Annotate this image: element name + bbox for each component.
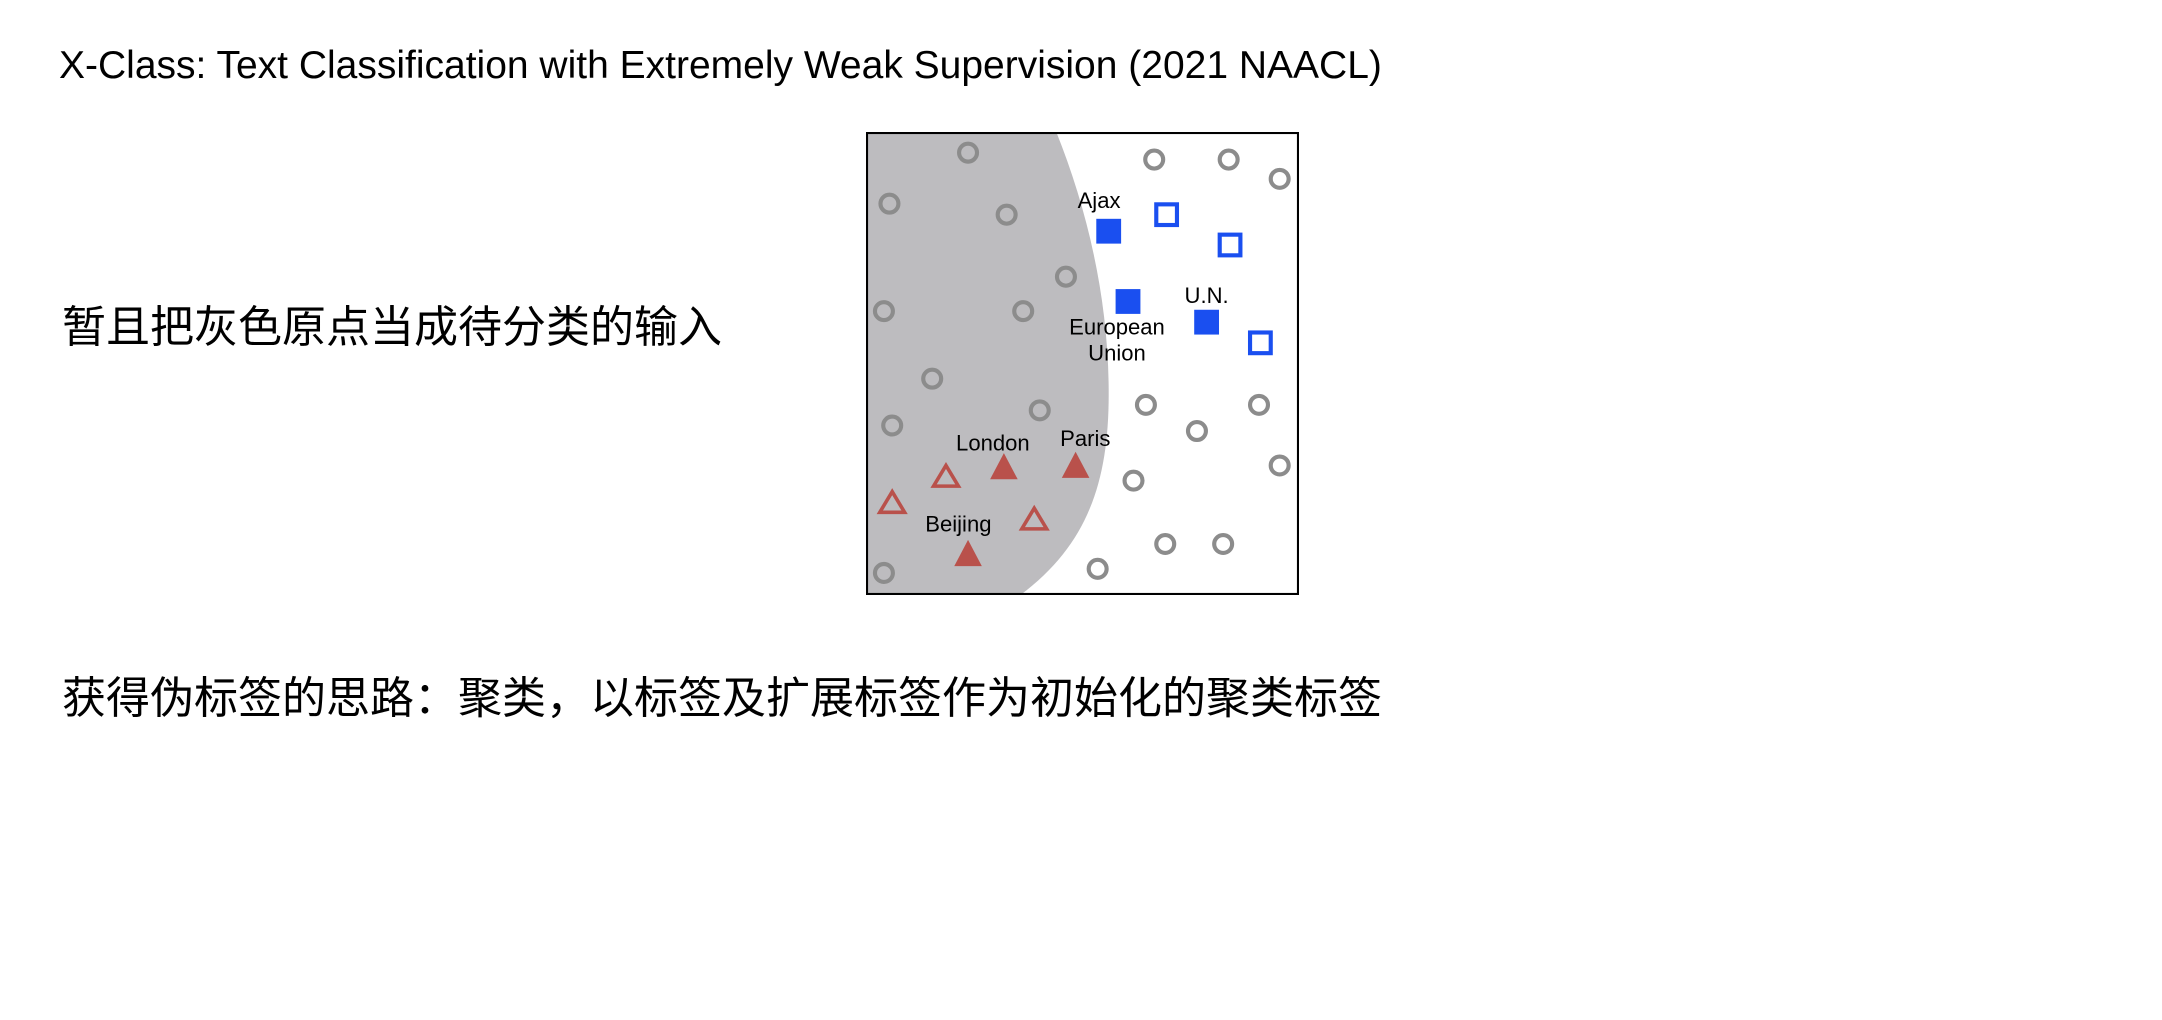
label-union: Union	[1088, 341, 1146, 366]
label-european: European	[1069, 315, 1165, 340]
unlabeled-circle	[921, 367, 944, 390]
unlabeled-circle	[957, 141, 980, 164]
unlabeled-circle	[1143, 148, 1166, 171]
unlabeled-circle	[1122, 469, 1145, 492]
unlabeled-circle	[881, 414, 904, 437]
seed-triangle-beijing	[954, 539, 982, 567]
expanded-triangle	[1018, 504, 1050, 531]
unlabeled-circle	[1134, 393, 1157, 416]
unlabeled-circle	[1154, 532, 1177, 556]
expanded-square	[1247, 330, 1273, 356]
slide-text-input-note: 暂且把灰色原点当成待分类的输入	[62, 303, 722, 352]
seed-square-european-union	[1115, 289, 1141, 314]
figure-border	[866, 132, 1299, 595]
unlabeled-circle	[878, 192, 901, 215]
label-ajax: Ajax	[1078, 188, 1121, 213]
slide-title: X-Class: Text Classification with Extrem…	[59, 44, 1382, 87]
cluster-diagram: Ajax U.N. European Union London Paris Be…	[866, 132, 1299, 595]
label-london: London	[956, 430, 1030, 455]
unlabeled-circle	[1086, 557, 1109, 580]
unlabeled-circle	[1247, 393, 1271, 416]
expanded-triangle	[876, 488, 908, 515]
label-un: U.N.	[1185, 283, 1229, 308]
seed-triangle-paris	[1061, 451, 1090, 478]
label-paris: Paris	[1060, 426, 1110, 451]
unlabeled-circle	[1028, 399, 1051, 422]
unlabeled-circle	[1268, 454, 1291, 477]
expanded-square	[1154, 202, 1180, 228]
gray-region	[866, 132, 1109, 595]
unlabeled-circle	[1054, 265, 1077, 288]
expanded-triangle	[930, 461, 962, 488]
unlabeled-circle	[1268, 167, 1291, 190]
seed-square-un	[1194, 309, 1220, 335]
label-beijing: Beijing	[925, 512, 991, 537]
unlabeled-circle	[872, 300, 895, 323]
seed-triangle-london	[990, 453, 1018, 480]
slide-text-pseudo-label-idea: 获得伪标签的思路：聚类，以标签及扩展标签作为初始化的聚类标签	[62, 674, 1382, 723]
unlabeled-circle	[1217, 148, 1240, 171]
seed-square-ajax	[1096, 218, 1122, 244]
unlabeled-circle	[1185, 419, 1208, 443]
expanded-square	[1217, 232, 1243, 258]
unlabeled-circle	[995, 203, 1018, 226]
unlabeled-circle	[1212, 532, 1235, 556]
unlabeled-circle	[872, 561, 895, 584]
unlabeled-circle	[1012, 300, 1035, 323]
